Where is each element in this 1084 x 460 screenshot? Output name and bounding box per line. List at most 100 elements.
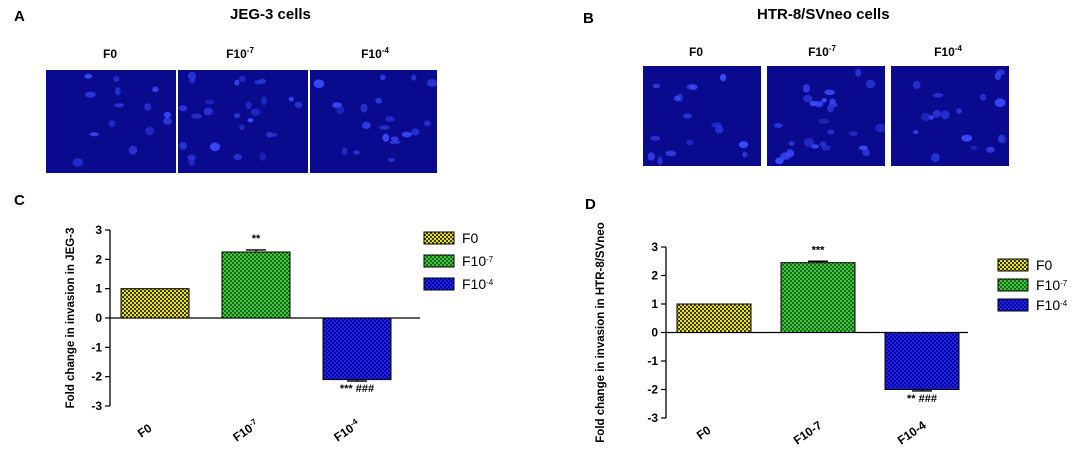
x-tick-label: F10-7 <box>230 416 262 444</box>
nucleus <box>191 113 203 119</box>
y-tick-label: 2 <box>651 269 658 283</box>
nucleus <box>390 136 399 141</box>
panel-b-col-label: F10-4 <box>934 44 962 59</box>
legend-swatch <box>423 231 455 245</box>
nucleus <box>686 139 694 146</box>
nucleus <box>912 80 921 90</box>
legend-label: F10-7 <box>462 253 494 269</box>
nucleus <box>234 79 240 86</box>
nucleus <box>715 125 724 134</box>
nucleus <box>827 105 834 113</box>
nucleus <box>994 72 1001 81</box>
legend-label: F10-4 <box>1036 297 1068 313</box>
nucleus <box>113 76 120 82</box>
nucleus <box>824 89 835 95</box>
y-tick-label: 0 <box>95 311 102 325</box>
nucleus <box>187 71 197 81</box>
nucleus <box>152 86 159 93</box>
micrograph-htr8-f10-4 <box>891 66 1009 166</box>
legend-swatch <box>997 298 1029 312</box>
y-axis-label: Fold change in invasion in JEG-3 <box>65 228 77 409</box>
nucleus <box>829 98 836 105</box>
nucleus <box>956 108 962 114</box>
nucleus <box>994 98 1006 108</box>
nucleus <box>986 146 995 153</box>
nucleus <box>385 116 395 122</box>
nucleus <box>683 113 692 119</box>
nucleus <box>336 105 345 115</box>
x-tick-label: F10-4 <box>895 418 929 448</box>
legend-swatch <box>423 254 455 268</box>
significance-label: *** ### <box>340 383 374 395</box>
micrograph-jeg3-f0 <box>46 70 176 173</box>
x-tick-label: F10-4 <box>331 416 363 444</box>
y-tick-label: 1 <box>95 282 102 296</box>
nucleus <box>179 142 187 150</box>
nucleus <box>144 103 152 111</box>
nucleus <box>250 108 261 116</box>
nucleus <box>387 157 395 163</box>
bar <box>120 288 190 319</box>
nucleus <box>247 118 254 123</box>
nucleus <box>239 124 245 130</box>
y-tick-label: 3 <box>95 223 102 237</box>
nucleus <box>294 101 303 109</box>
nucleus <box>920 112 932 122</box>
nucleus <box>233 113 241 119</box>
panel-a-col-label: F0 <box>102 47 117 61</box>
x-tick-label: F10-7 <box>791 418 825 448</box>
nucleus <box>786 149 795 158</box>
bar <box>322 317 392 381</box>
nucleus <box>163 111 171 119</box>
nucleus <box>379 125 390 130</box>
y-tick-label: -3 <box>91 399 102 413</box>
nucleus <box>254 79 262 85</box>
panel-letter-d: D <box>585 196 596 213</box>
micrograph-htr8-f10-7 <box>767 66 885 166</box>
nucleus <box>818 118 830 124</box>
bar <box>780 262 856 333</box>
nucleus <box>940 110 950 120</box>
nucleus <box>382 133 390 142</box>
nucleus <box>380 74 386 81</box>
nucleus <box>814 101 824 108</box>
nucleus <box>411 74 417 81</box>
legend-label: F0 <box>1036 257 1053 273</box>
nucleus <box>811 144 820 149</box>
nucleus <box>933 109 941 118</box>
nucleus <box>89 132 99 137</box>
nucleus <box>411 128 420 136</box>
y-tick-label: -3 <box>647 411 658 425</box>
nucleus <box>266 131 273 138</box>
nucleus <box>855 68 862 77</box>
nucleus <box>665 150 677 157</box>
significance-label: ** <box>252 233 261 245</box>
micrograph-htr8-f0 <box>643 66 761 166</box>
nucleus <box>114 87 121 96</box>
legend-label: F10-4 <box>462 276 494 292</box>
nucleus <box>742 151 748 158</box>
bar <box>884 332 960 390</box>
nucleus <box>970 145 978 150</box>
nucleus <box>821 98 827 103</box>
nucleus <box>145 126 154 136</box>
x-tick-label: F0 <box>135 421 155 441</box>
nucleus <box>865 79 876 89</box>
nucleus <box>375 97 383 104</box>
panel-a-col-label: F10-4 <box>361 46 389 61</box>
nucleus <box>114 103 124 108</box>
nucleus <box>128 145 138 155</box>
nucleus <box>245 101 252 110</box>
nucleus <box>424 120 431 127</box>
bar <box>221 251 291 319</box>
nucleus <box>108 120 116 128</box>
bar <box>676 303 752 333</box>
nucleus <box>848 131 858 136</box>
y-tick-label: 1 <box>651 297 658 311</box>
nucleus <box>178 105 188 112</box>
nucleus <box>259 152 266 161</box>
nucleus <box>929 115 934 120</box>
chart-panel-c: -3 -2 -1 0 1 2 3 Fold change in invasion in JEG… <box>65 223 494 444</box>
nucleus <box>362 121 371 129</box>
nucleus <box>163 117 172 125</box>
